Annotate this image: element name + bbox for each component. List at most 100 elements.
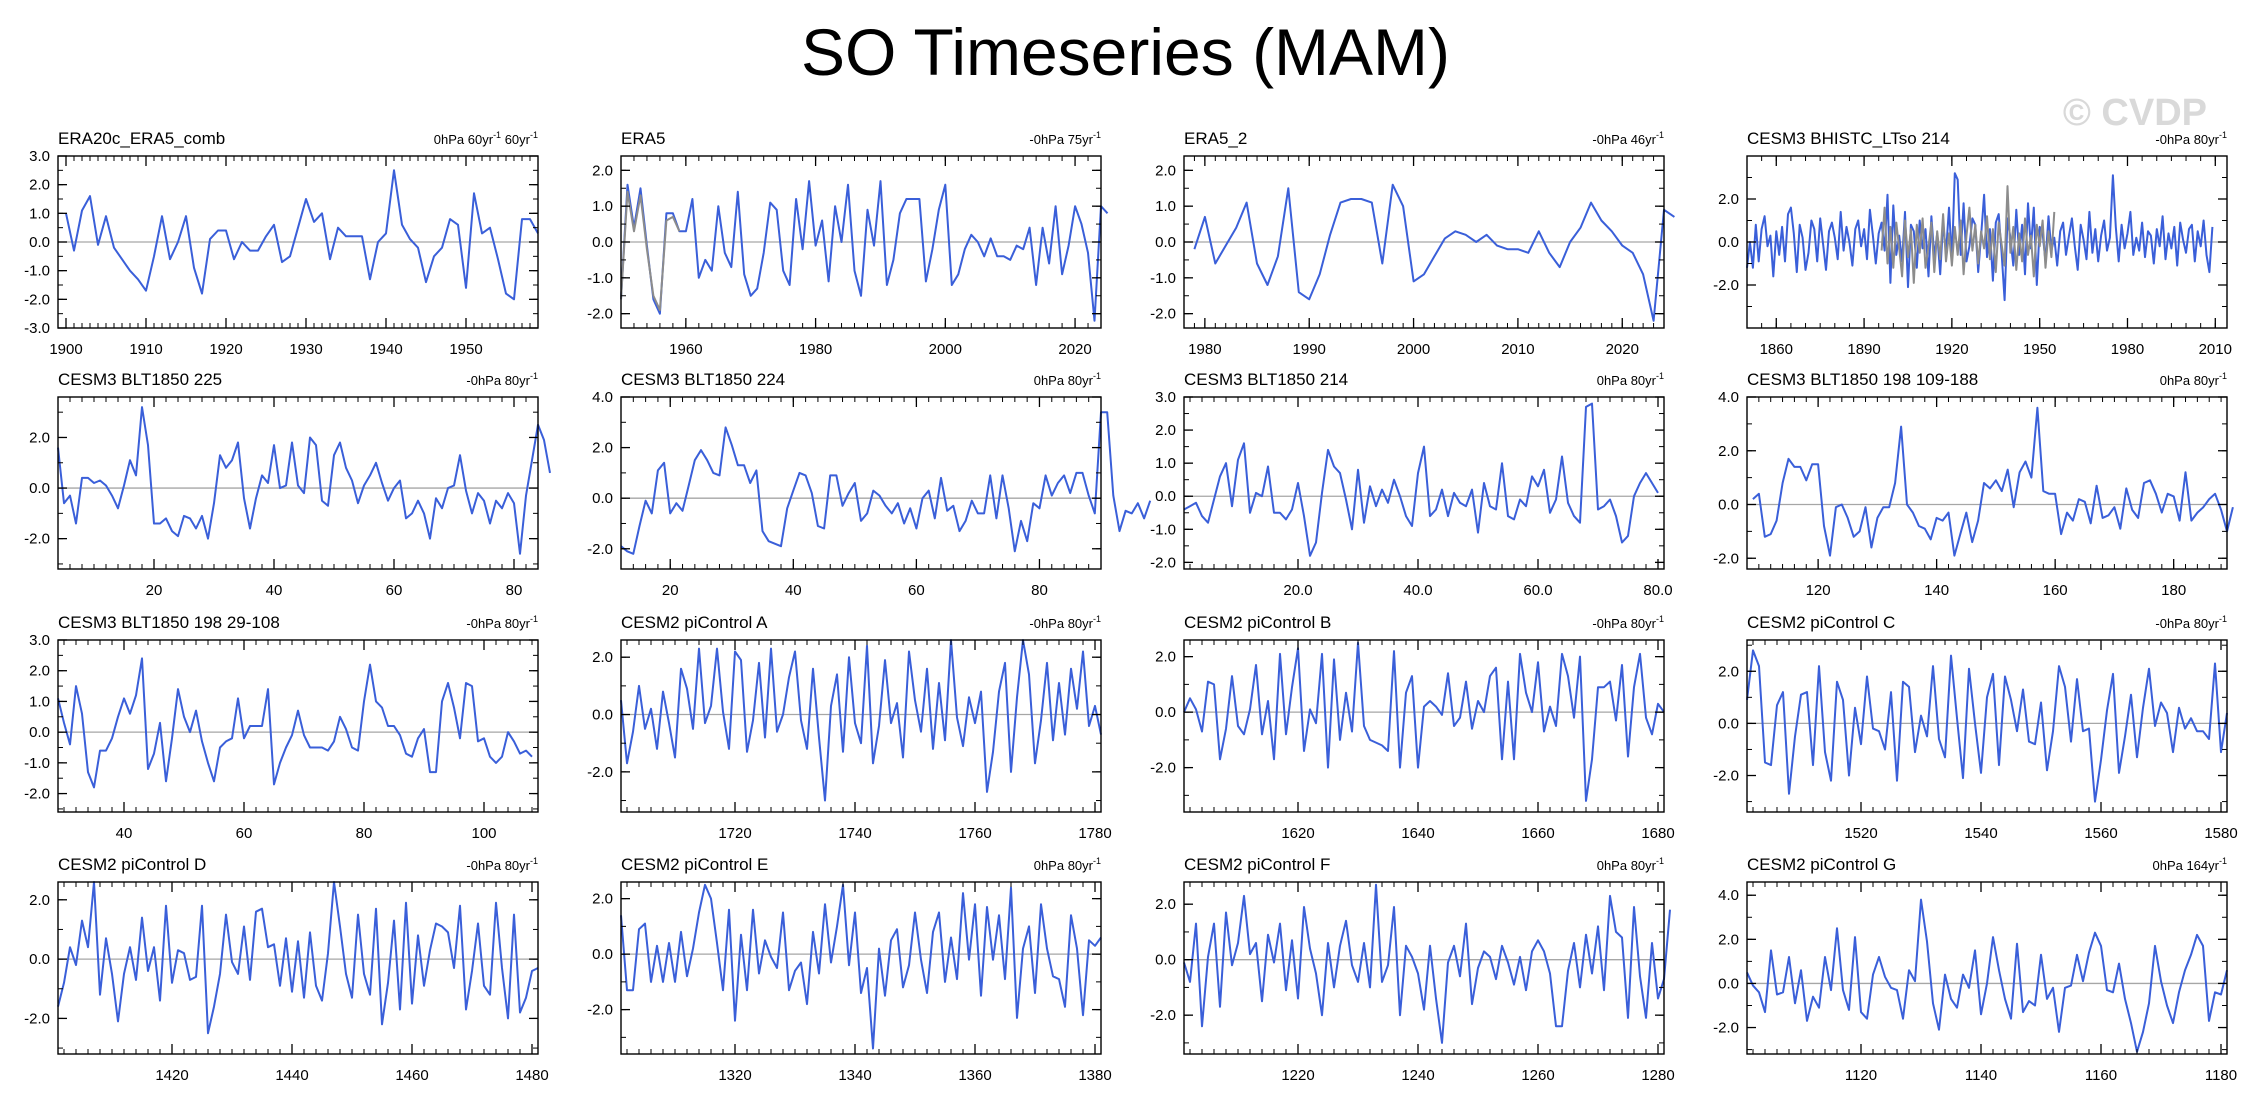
series-line [1183, 641, 1665, 802]
x-tick-label: 20 [662, 582, 679, 599]
x-tick-label: 1520 [1844, 825, 1877, 842]
panel-title: CESM2 piControl G [1747, 855, 1896, 874]
y-tick-label: 3.0 [29, 148, 50, 165]
x-tick-label: 2020 [1058, 341, 1091, 358]
panel-subtitle: -0hPa 46yr-1 [1592, 130, 1664, 147]
panel-subtitle: -0hPa 80yr-1 [466, 856, 538, 873]
x-tick-label: 1340 [838, 1067, 871, 1084]
y-tick-label: 0.0 [1718, 497, 1739, 514]
x-tick-label: 60 [236, 825, 253, 842]
panel-2: 1960 1980 2000 2020 -2.0 -1.0 0.0 1.0 2.0 ERA5 -0h… [587, 129, 1109, 358]
y-tick-label: 2.0 [592, 891, 613, 908]
y-tick-label: 3.0 [1155, 389, 1176, 406]
x-tick-label: 80 [1031, 582, 1048, 599]
y-tick-label: 2.0 [1718, 443, 1739, 460]
panel-8: 120 140 160 180 -2.0 0.0 2.0 4.0 CESM3 BLT1850 1… [1713, 370, 2234, 599]
y-tick-label: -2.0 [1713, 550, 1739, 567]
panel-title: CESM2 piControl C [1747, 613, 1895, 632]
series-line [1746, 898, 2228, 1053]
y-tick-label: -2.0 [24, 291, 50, 308]
x-tick-label: 1950 [2023, 341, 2056, 358]
panel-subtitle: -0hPa 75yr-1 [1029, 130, 1101, 147]
y-tick-label: -2.0 [1150, 760, 1176, 777]
x-tick-label: 80 [506, 582, 523, 599]
y-tick-label: 0.0 [29, 480, 50, 497]
series-line [1183, 402, 1659, 557]
y-tick-label: -1.0 [1150, 270, 1176, 287]
y-tick-label: 0.0 [592, 490, 613, 507]
x-tick-label: 60 [386, 582, 403, 599]
panel-subtitle: 0hPa 164yr-1 [2152, 856, 2227, 873]
x-tick-label: 1240 [1401, 1067, 1434, 1084]
panel-13: 1420 1440 1460 1480 -2.0 0.0 2.0 CESM2 piContro… [24, 855, 549, 1084]
panel-subtitle: 0hPa 60yr-1 60yr-1 [434, 130, 538, 147]
y-tick-label: 2.0 [1155, 422, 1176, 439]
y-tick-label: -2.0 [24, 531, 50, 548]
panel-title: CESM3 BLT1850 224 [621, 370, 785, 389]
panel-title: CESM3 BLT1850 214 [1184, 370, 1348, 389]
y-tick-label: 0.0 [29, 951, 50, 968]
x-tick-label: 1460 [395, 1067, 428, 1084]
y-tick-label: -1.0 [1150, 521, 1176, 538]
x-tick-label: 1760 [958, 825, 991, 842]
y-tick-label: -2.0 [1150, 1007, 1176, 1024]
series-line-secondary [1880, 185, 2056, 284]
series-line [1752, 406, 2234, 557]
x-tick-label: 1890 [1847, 341, 1880, 358]
panel-title: ERA5 [621, 129, 665, 148]
y-tick-label: -2.0 [1713, 277, 1739, 294]
y-tick-label: 0.0 [592, 707, 613, 724]
series-line [620, 180, 1109, 322]
panel-6: 20 40 60 80 -2.0 0.0 2.0 4.0 CESM3 BLT1850 224 0h… [587, 370, 1152, 599]
y-tick-label: 2.0 [1155, 162, 1176, 179]
y-tick-label: -2.0 [24, 786, 50, 803]
x-tick-label: 1540 [1964, 825, 1997, 842]
y-tick-label: 1.0 [1155, 198, 1176, 215]
y-tick-label: 2.0 [29, 429, 50, 446]
x-tick-label: 100 [471, 825, 496, 842]
panel-14: 1320 1340 1360 1380 -2.0 0.0 2.0 CESM2 piContro… [587, 855, 1112, 1084]
y-tick-label: 4.0 [592, 389, 613, 406]
plot-frame [620, 396, 1102, 570]
series-line [65, 169, 539, 301]
plot-frame [1183, 639, 1665, 813]
y-tick-label: 2.0 [29, 892, 50, 909]
panel-title: ERA20c_ERA5_comb [58, 129, 225, 148]
y-tick-label: 3.0 [29, 632, 50, 649]
x-tick-label: 1160 [2085, 1067, 2117, 1084]
y-tick-label: 2.0 [1718, 931, 1739, 948]
panel-7: 20.0 40.0 60.0 80.0 -2.0 -1.0 0.0 1.0 2.0 3.0 CESM… [1150, 370, 1672, 599]
y-tick-label: 2.0 [1155, 896, 1176, 913]
x-tick-label: 140 [1924, 582, 1949, 599]
x-tick-label: 2000 [1397, 341, 1430, 358]
x-tick-label: 1560 [2084, 825, 2117, 842]
panel-subtitle: 0hPa 80yr-1 [2160, 371, 2227, 388]
x-tick-label: 1220 [1281, 1067, 1314, 1084]
y-tick-label: 2.0 [29, 177, 50, 194]
panel-9: 40 60 80 100 -2.0 -1.0 0.0 1.0 2.0 3.0 CESM3 BLT18… [24, 613, 539, 842]
y-tick-label: -2.0 [587, 764, 613, 781]
plot-frame [57, 639, 539, 813]
y-tick-label: -2.0 [1150, 306, 1176, 323]
y-tick-label: -2.0 [587, 306, 613, 323]
x-tick-label: 1360 [958, 1067, 991, 1084]
x-tick-label: 1780 [1078, 825, 1111, 842]
panel-subtitle: 0hPa 80yr-1 [1597, 371, 1664, 388]
panel-title: CESM2 piControl B [1184, 613, 1331, 632]
series-line [57, 657, 533, 789]
panel-15: 1220 1240 1260 1280 -2.0 0.0 2.0 CESM2 piContro… [1150, 855, 1675, 1084]
series-line [1183, 883, 1671, 1044]
y-tick-label: 0.0 [1718, 975, 1739, 992]
plot-frame [1183, 396, 1665, 570]
panel-11: 1620 1640 1660 1680 -2.0 0.0 2.0 CESM2 piContro… [1150, 613, 1675, 842]
x-tick-label: 20 [146, 582, 163, 599]
panel-title: CESM2 piControl F [1184, 855, 1330, 874]
y-tick-label: 1.0 [1155, 455, 1176, 472]
panel-title: CESM3 BLT1850 198 109-188 [1747, 370, 1978, 389]
x-tick-label: 1440 [275, 1067, 308, 1084]
y-tick-label: 0.0 [1155, 234, 1176, 251]
y-tick-label: 0.0 [29, 234, 50, 251]
y-tick-label: -2.0 [24, 1010, 50, 1027]
x-tick-label: 1420 [155, 1067, 188, 1084]
